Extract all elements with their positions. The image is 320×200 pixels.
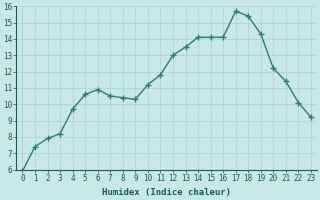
X-axis label: Humidex (Indice chaleur): Humidex (Indice chaleur) [102, 188, 231, 197]
